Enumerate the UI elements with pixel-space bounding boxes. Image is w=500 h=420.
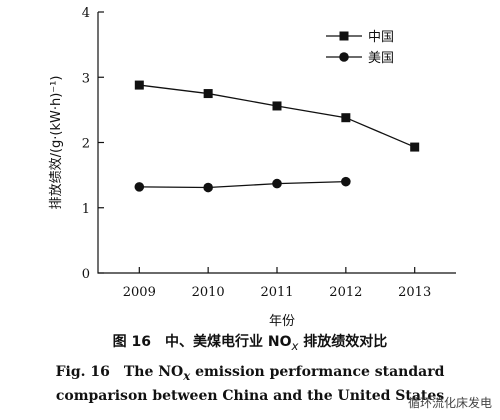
data-point-series-2 (134, 182, 145, 192)
data-point-series-2 (272, 178, 282, 189)
data-point-series-1 (203, 89, 213, 99)
x-tick-label: 2009 (123, 285, 156, 300)
y-tick-label: 1 (82, 202, 90, 217)
legend-marker-1 (339, 31, 349, 41)
legend-label-1: 中国 (368, 30, 394, 45)
chart-series (134, 80, 420, 193)
series-line-1 (139, 84, 415, 148)
legend-label-2: 美国 (368, 51, 394, 66)
y-tick-label: 3 (82, 71, 90, 86)
legend-marker-2 (339, 52, 349, 62)
x-axis-title: 年份 (269, 314, 295, 329)
chart-axes: 0 1 2 3 4 2009 2010 2011 2012 2013 年份 排放绩效/(g·(kW·h… (49, 6, 456, 329)
x-tick-label: 2010 (192, 285, 225, 300)
line-chart: 0 1 2 3 4 2009 2010 2011 2012 2013 年份 排放绩效/(g·(kW·h… (49, 6, 456, 329)
figure-caption-chinese: 图 16 中、美煤电行业 NOx 排放绩效对比 (112, 334, 388, 353)
x-tick-label: 2011 (260, 285, 293, 300)
data-point-series-1 (341, 113, 351, 123)
y-tick-label: 0 (82, 267, 90, 282)
data-point-series-2 (341, 176, 351, 187)
figure-caption-english-line1: Fig. 16 The NOx emission performance sta… (55, 364, 445, 383)
figure-caption-english-line2: comparison between China and the United … (55, 388, 445, 404)
data-point-series-2 (203, 182, 213, 193)
y-tick-label: 2 (82, 137, 90, 152)
series-line-2 (139, 181, 346, 189)
watermark: 循环流化床发电 (407, 396, 492, 410)
data-point-series-1 (272, 101, 282, 111)
data-point-series-1 (134, 80, 144, 90)
x-tick-label: 2012 (329, 285, 362, 300)
axes-frame (97, 12, 456, 274)
y-axis-title: 排放绩效/(g·(kW·h)⁻¹) (49, 76, 64, 210)
data-point-series-1 (410, 142, 420, 152)
x-tick-label: 2013 (398, 285, 431, 300)
y-tick-label: 4 (82, 6, 90, 21)
